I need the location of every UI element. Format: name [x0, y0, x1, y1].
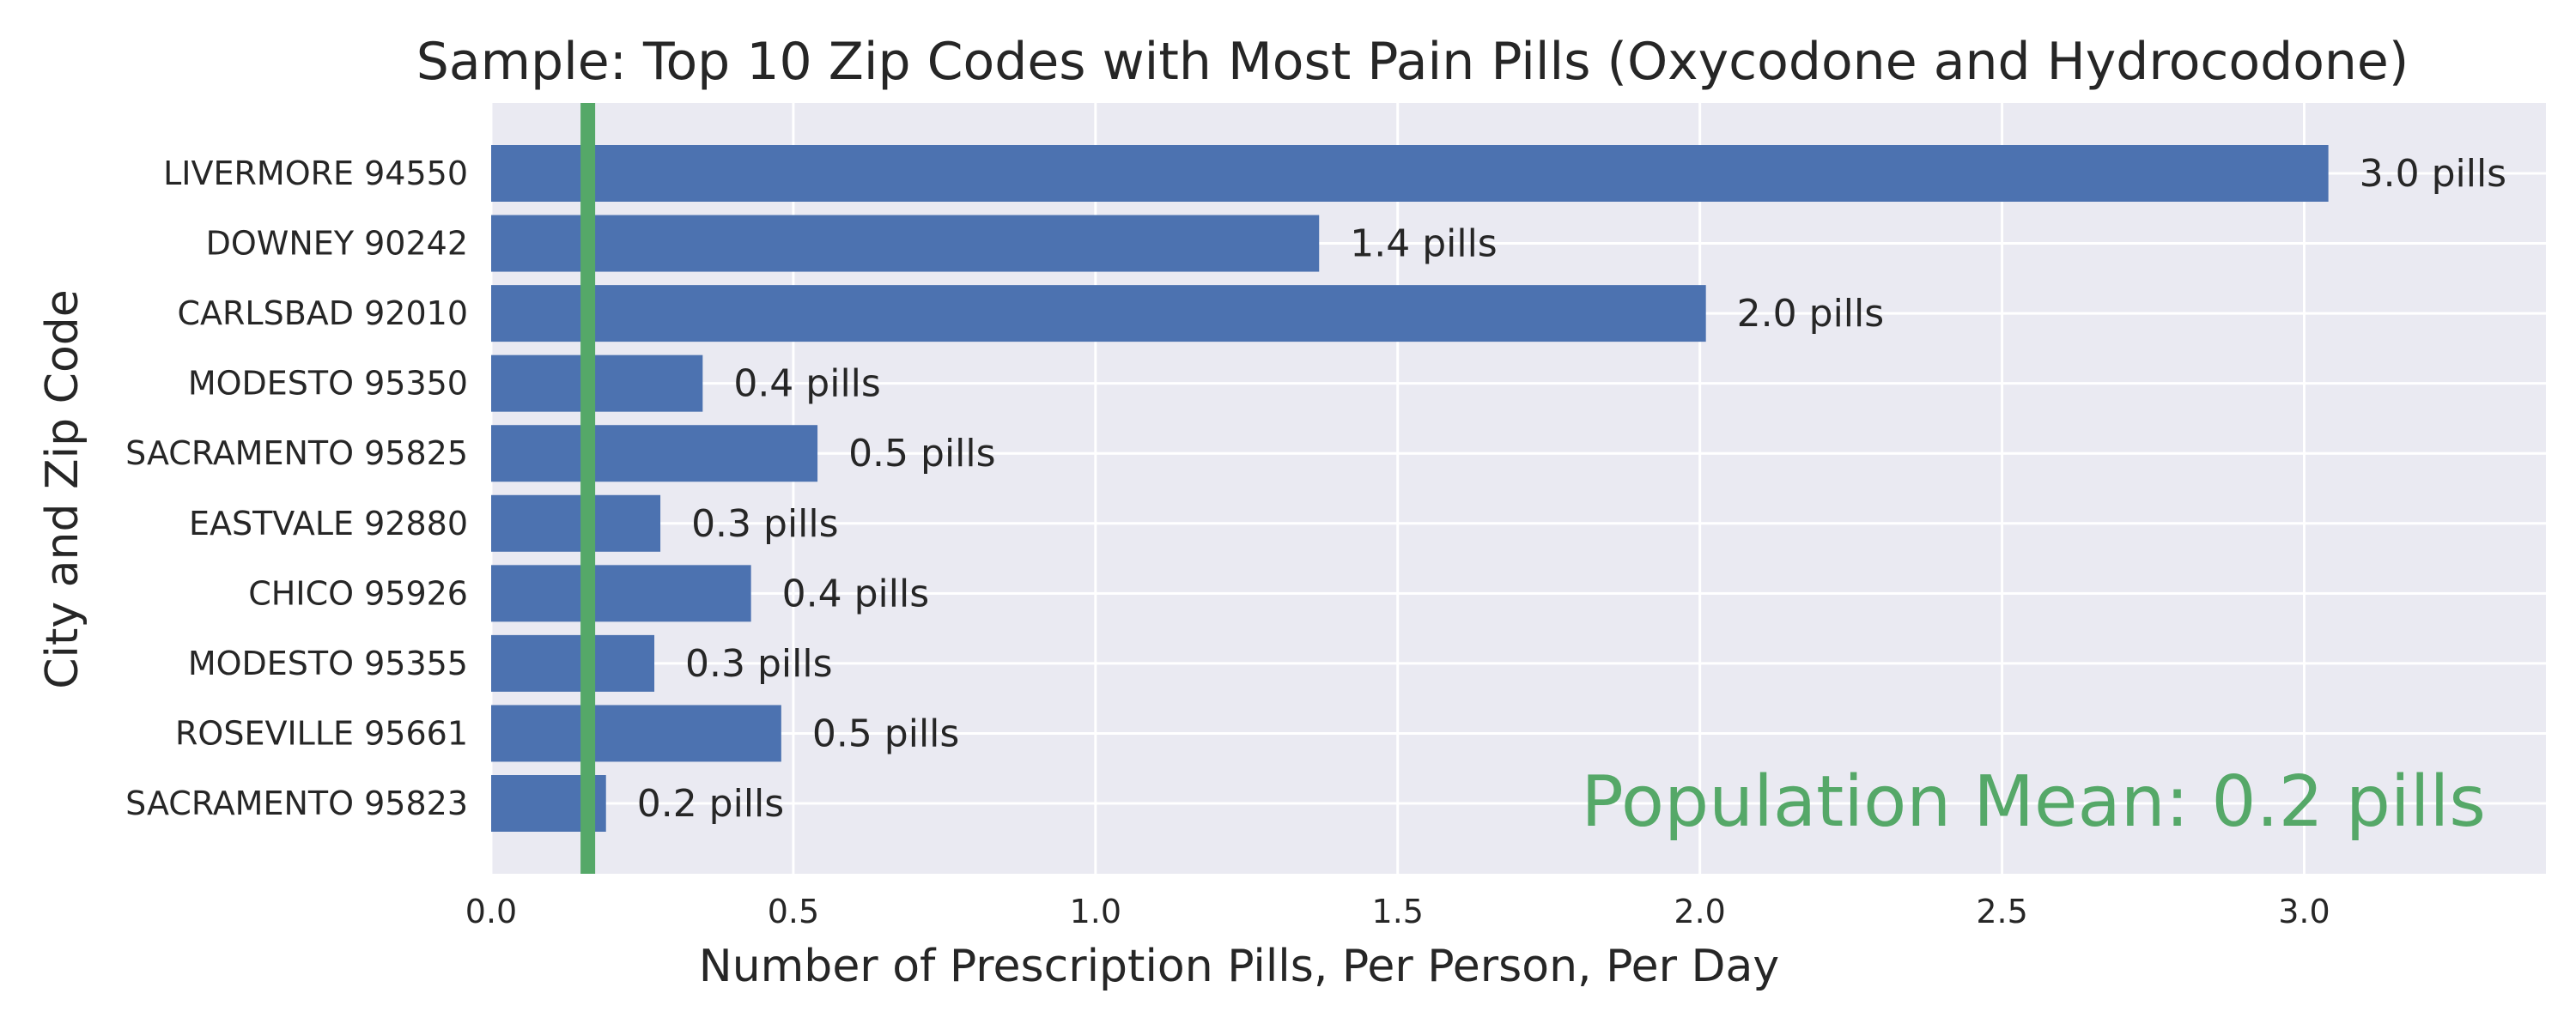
- data-label: 0.5 pills: [812, 712, 959, 755]
- bar: [491, 425, 818, 482]
- data-label: 0.2 pills: [637, 782, 785, 826]
- bar: [491, 705, 781, 762]
- y-tick-label: EASTVALE 92880: [189, 505, 468, 542]
- x-tick-label: 1.5: [1372, 893, 1424, 930]
- data-label: 0.4 pills: [733, 362, 881, 406]
- x-tick-label: 2.5: [1976, 893, 2027, 930]
- y-tick-label: CARLSBAD 92010: [177, 294, 468, 332]
- bar: [491, 565, 751, 622]
- bar: [491, 354, 703, 412]
- y-axis-label: City and Zip Code: [37, 289, 88, 689]
- x-tick-label: 0.5: [768, 893, 819, 930]
- y-tick-label: MODESTO 95350: [188, 365, 468, 403]
- data-label: 0.5 pills: [848, 432, 996, 476]
- x-tick-label: 0.0: [465, 893, 517, 930]
- data-label: 2.0 pills: [1737, 292, 1885, 336]
- y-tick-label: SACRAMENTO 95823: [125, 785, 468, 822]
- bar: [491, 494, 661, 552]
- x-tick-label: 1.0: [1070, 893, 1121, 930]
- y-tick-label: LIVERMORE 94550: [163, 154, 468, 192]
- bar: [491, 145, 2329, 202]
- x-axis-label: Number of Prescription Pills, Per Person…: [699, 941, 1779, 992]
- x-tick-label: 2.0: [1674, 893, 1725, 930]
- data-label: 0.4 pills: [782, 572, 929, 615]
- data-label: 0.3 pills: [685, 642, 833, 686]
- y-tick-label: MODESTO 95355: [188, 645, 468, 682]
- bars: [491, 145, 2329, 832]
- data-label: 1.4 pills: [1350, 222, 1498, 266]
- x-tick-labels: 0.0 0.5 1.0 1.5 2.0 2.5 3.0: [465, 893, 2330, 930]
- y-tick-label: DOWNEY 90242: [206, 225, 468, 263]
- data-label: 3.0 pills: [2360, 152, 2507, 196]
- bar: [491, 634, 655, 692]
- x-tick-label: 3.0: [2278, 893, 2330, 930]
- population-mean-annotation: Population Mean: 0.2 pills: [1581, 761, 2486, 843]
- data-labels: 3.0 pills 1.4 pills 2.0 pills 0.4 pills 0.5 …: [637, 152, 2506, 826]
- y-tick-label: CHICO 95926: [248, 574, 468, 612]
- bar: [491, 285, 1706, 342]
- y-tick-label: SACRAMENTO 95825: [125, 434, 468, 472]
- bar: [491, 215, 1320, 272]
- y-tick-label: ROSEVILLE 95661: [175, 714, 468, 752]
- y-tick-labels: LIVERMORE 94550 DOWNEY 90242 CARLSBAD 9201…: [125, 154, 468, 822]
- chart-title: Sample: Top 10 Zip Codes with Most Pain …: [416, 32, 2409, 92]
- data-label: 0.3 pills: [691, 502, 839, 546]
